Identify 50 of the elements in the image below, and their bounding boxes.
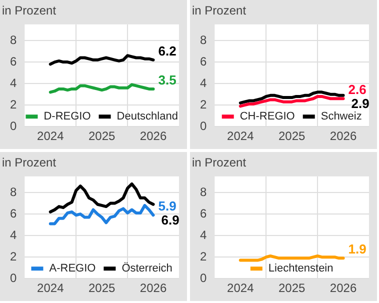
data-label: 2.6 bbox=[348, 82, 366, 98]
y-tick-label: 2 bbox=[200, 97, 207, 112]
y-tick-label: 8 bbox=[10, 184, 17, 199]
x-tick-label: 2026 bbox=[330, 281, 357, 296]
y-tick-label: 6 bbox=[200, 206, 207, 220]
y-tick-label: 4 bbox=[10, 76, 17, 90]
data-label: 2.9 bbox=[351, 96, 370, 112]
x-tick-label: 2026 bbox=[140, 129, 167, 144]
y-tick-label: 2 bbox=[10, 97, 17, 112]
data-label: 1.9 bbox=[348, 242, 366, 257]
y-tick-label: 2 bbox=[200, 249, 207, 264]
legend-label: Österreich bbox=[122, 262, 172, 275]
data-label: 3.5 bbox=[158, 72, 176, 88]
x-tick-label: 2025 bbox=[278, 129, 306, 144]
legend-label: Deutschland bbox=[116, 110, 178, 123]
y-tick-label: 8 bbox=[10, 32, 17, 47]
x-tick-label: 2025 bbox=[278, 281, 306, 296]
y-tick-label: 0 bbox=[200, 118, 207, 133]
y-axis-title: in Prozent bbox=[2, 156, 57, 170]
legend-label: A-REGIO bbox=[49, 262, 96, 275]
y-tick-label: 4 bbox=[200, 76, 207, 90]
y-tick-label: 0 bbox=[10, 270, 17, 285]
x-tick-label: 2025 bbox=[88, 281, 116, 296]
y-tick-label: 8 bbox=[200, 184, 207, 199]
y-tick-label: 4 bbox=[200, 228, 207, 242]
x-tick-label: 2024 bbox=[37, 129, 64, 144]
data-label: 6.2 bbox=[158, 43, 176, 58]
y-axis-title: in Prozent bbox=[192, 4, 247, 18]
x-tick-label: 2026 bbox=[140, 281, 167, 296]
legend-label: Liechtenstein bbox=[268, 262, 334, 275]
x-tick-label: 2026 bbox=[330, 129, 357, 144]
y-tick-label: 8 bbox=[200, 32, 207, 47]
x-tick-label: 2024 bbox=[227, 281, 254, 296]
y-axis-title: in Prozent bbox=[192, 156, 247, 170]
y-tick-label: 2 bbox=[10, 249, 17, 264]
y-tick-label: 6 bbox=[10, 54, 17, 68]
legend-label: Schweiz bbox=[320, 110, 362, 123]
y-tick-label: 0 bbox=[10, 118, 17, 133]
y-tick-label: 6 bbox=[10, 206, 17, 220]
x-tick-label: 2024 bbox=[227, 129, 254, 144]
legend-label: D-REGIO bbox=[44, 110, 92, 123]
y-tick-label: 0 bbox=[200, 270, 207, 285]
legend-label: CH-REGIO bbox=[240, 110, 296, 123]
y-axis-title: in Prozent bbox=[2, 4, 57, 18]
y-tick-label: 6 bbox=[200, 54, 207, 68]
data-label: 5.9 bbox=[158, 198, 176, 214]
x-tick-label: 2025 bbox=[88, 129, 116, 144]
y-tick-label: 4 bbox=[10, 228, 17, 242]
data-label: 6.9 bbox=[161, 212, 180, 228]
x-tick-label: 2024 bbox=[37, 281, 64, 296]
